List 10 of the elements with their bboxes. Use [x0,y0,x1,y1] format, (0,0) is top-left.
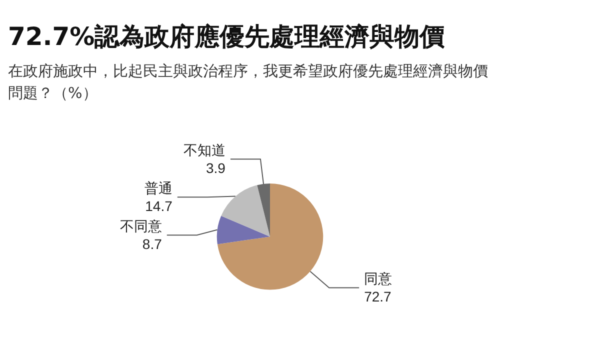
data-label: 72.7 [364,288,392,305]
slice-label: 不知道 [183,142,226,158]
data-label: 3.9 [206,160,226,176]
slice-label: 同意 [364,270,392,287]
chart-title: 72.7%認為政府應優先處理經濟與物價 [8,21,445,53]
data-label: 8.7 [142,236,162,252]
slice-label: 不同意 [120,218,162,234]
chart-subtitle: 在政府施政中，比起民主與政治程序，我更希望政府優先處理經濟與物價問題？（%） [8,61,489,104]
slice-label: 普通 [144,180,172,196]
data-label: 14.7 [145,198,173,214]
